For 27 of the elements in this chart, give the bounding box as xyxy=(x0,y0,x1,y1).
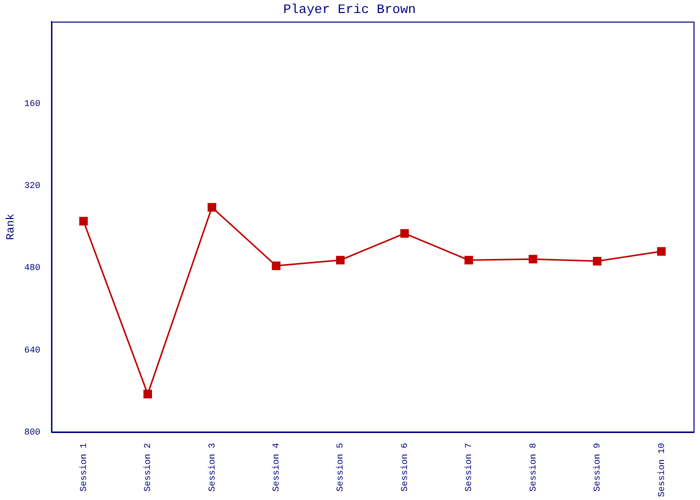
y-tick-label: 800 xyxy=(24,427,40,438)
x-tick-label: Session 1 xyxy=(78,442,89,492)
y-axis-title: Rank xyxy=(6,213,18,240)
point xyxy=(79,216,88,226)
y-tick-label: 480 xyxy=(24,263,40,274)
point xyxy=(464,256,474,264)
y-tick-label: 640 xyxy=(24,345,40,356)
x-tick-label: Session 8 xyxy=(528,442,538,492)
x-tick-label: Session 6 xyxy=(400,442,410,492)
x-tick-label: Session 3 xyxy=(207,442,218,492)
point xyxy=(400,229,409,238)
chart-title: Player Eric Brown xyxy=(283,2,416,18)
point xyxy=(528,254,538,264)
point xyxy=(272,261,280,270)
x-tick-label: Session 9 xyxy=(592,442,603,492)
point xyxy=(592,256,602,266)
y-tick-label: 320 xyxy=(24,181,40,192)
x-tick-label: Session 7 xyxy=(464,442,474,492)
x-tick-label: Session 10 xyxy=(656,442,667,498)
point xyxy=(657,247,666,256)
x-tick-label: Session 5 xyxy=(336,442,346,492)
point xyxy=(208,203,216,212)
point xyxy=(143,390,152,398)
x-tick-label: Session 2 xyxy=(143,442,154,492)
x-tick-label: Session 4 xyxy=(272,442,282,492)
point xyxy=(336,256,345,264)
y-tick-label: 160 xyxy=(24,99,40,110)
